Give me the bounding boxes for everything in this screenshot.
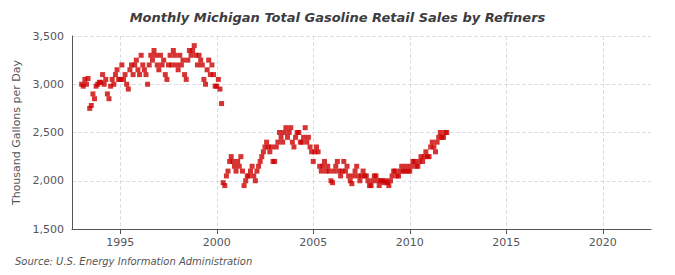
- svg-text:2010: 2010: [396, 236, 424, 249]
- svg-text:1995: 1995: [106, 236, 134, 249]
- svg-text:2015: 2015: [492, 236, 520, 249]
- svg-text:2000: 2000: [203, 236, 231, 249]
- svg-text:2020: 2020: [589, 236, 617, 249]
- svg-text:2,500: 2,500: [33, 126, 65, 139]
- svg-text:Source: U.S. Energy Informatio: Source: U.S. Energy Information Administ…: [15, 256, 252, 267]
- svg-text:1,500: 1,500: [33, 223, 65, 236]
- svg-text:3,500: 3,500: [33, 30, 65, 43]
- svg-text:3,000: 3,000: [33, 78, 65, 91]
- svg-text:Thousand Gallons per Day: Thousand Gallons per Day: [10, 59, 23, 206]
- svg-text:Monthly Michigan Total Gasolin: Monthly Michigan Total Gasoline Retail S…: [130, 10, 546, 25]
- svg-text:2,000: 2,000: [33, 174, 65, 187]
- svg-text:2005: 2005: [299, 236, 327, 249]
